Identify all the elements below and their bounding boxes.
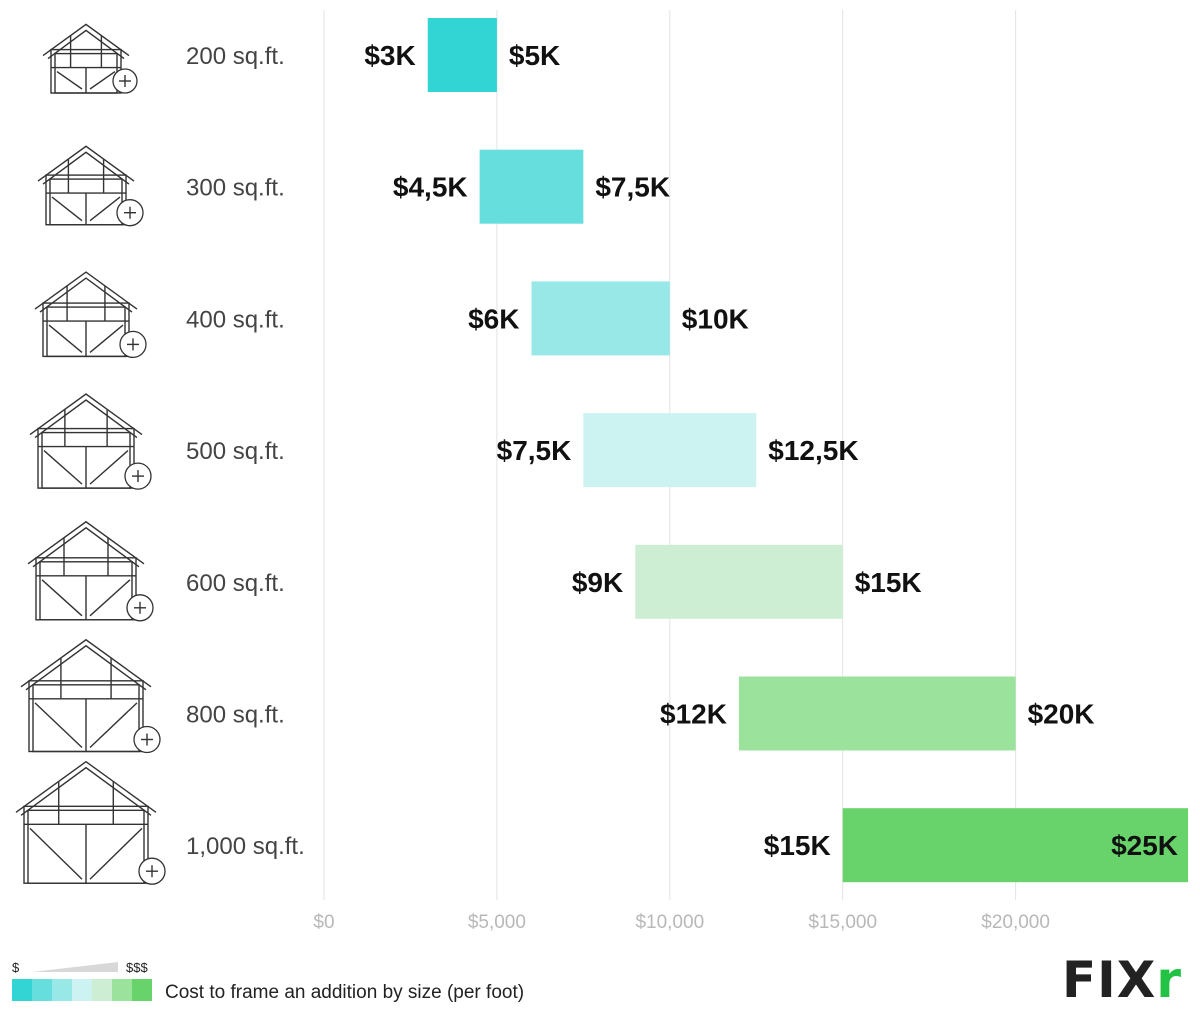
- roof-line-inner: [39, 277, 133, 313]
- roof-line-inner: [34, 399, 138, 439]
- roof-line: [15, 760, 157, 813]
- brace: [43, 450, 83, 485]
- brace: [89, 196, 121, 222]
- roof-line: [34, 271, 138, 310]
- brace: [56, 71, 83, 90]
- brace: [29, 827, 83, 880]
- brace: [34, 702, 83, 749]
- house-frame-addition-icon: [27, 520, 154, 622]
- brace: [89, 579, 131, 617]
- brace: [89, 450, 129, 485]
- x-tick-label: $0: [313, 912, 334, 933]
- legend-swatch: [72, 979, 92, 1001]
- row-label: 800 sq.ft.: [186, 702, 285, 729]
- roof-line: [20, 638, 152, 688]
- legend-swatch: [32, 979, 52, 1001]
- high-value-label: $12,5K: [768, 435, 858, 466]
- roof-line: [42, 23, 130, 57]
- low-value-label: $9K: [572, 567, 623, 598]
- brace: [89, 71, 116, 90]
- range-bar: [479, 149, 584, 224]
- legend-swatch: [112, 979, 132, 1001]
- row-label: 400 sq.ft.: [186, 306, 285, 333]
- low-value-label: $4,5K: [393, 172, 468, 203]
- house-frame-addition-icon: [15, 760, 166, 885]
- high-value-label: $20K: [1028, 699, 1095, 730]
- high-value-label: $5K: [509, 40, 560, 71]
- row-label: 200 sq.ft.: [186, 43, 285, 70]
- brace: [51, 196, 83, 222]
- house-frame-addition-icon: [20, 638, 161, 754]
- high-value-label: $10K: [682, 303, 749, 334]
- range-bar: [531, 281, 670, 356]
- brace: [41, 579, 83, 617]
- legend-low-symbol: $: [12, 960, 20, 975]
- roof-line-inner: [20, 766, 152, 816]
- legend-high-symbol: $$$: [126, 960, 148, 975]
- roof-line-inner: [42, 151, 130, 185]
- legend-swatch: [132, 979, 152, 1001]
- low-value-label: $3K: [364, 40, 415, 71]
- roof-line: [27, 520, 145, 565]
- roof-line-inner: [25, 644, 147, 691]
- roof-line: [29, 393, 143, 436]
- x-tick-label: $10,000: [635, 912, 704, 933]
- high-value-label: $7,5K: [595, 172, 670, 203]
- x-tick-label: $5,000: [468, 912, 526, 933]
- house-frame-addition-icon: [37, 145, 144, 227]
- brace: [89, 702, 138, 749]
- range-bar: [583, 413, 757, 488]
- brace: [89, 324, 124, 353]
- high-value-label: $25K: [1111, 830, 1178, 861]
- high-value-label: $15K: [855, 567, 922, 598]
- brace: [48, 324, 83, 353]
- low-value-label: $15K: [764, 830, 831, 861]
- chart-caption: Cost to frame an addition by size (per f…: [165, 982, 525, 1003]
- row-label: 600 sq.ft.: [186, 570, 285, 597]
- range-bar: [427, 18, 497, 92]
- row-label: 300 sq.ft.: [186, 175, 285, 202]
- fixr-logo: FIXr: [1062, 951, 1182, 1009]
- house-frame-addition-icon: [42, 23, 138, 94]
- range-bar: [635, 544, 843, 619]
- range-bar: [842, 808, 1188, 883]
- low-value-label: $6K: [468, 303, 519, 334]
- roof-line: [37, 145, 135, 182]
- low-value-label: $7,5K: [497, 435, 572, 466]
- brace: [89, 827, 143, 880]
- house-frame-addition-icon: [34, 271, 147, 359]
- row-label: 500 sq.ft.: [186, 438, 285, 465]
- range-bar: [738, 676, 1016, 751]
- legend-swatch: [12, 979, 32, 1001]
- x-tick-label: $20,000: [981, 912, 1050, 933]
- x-tick-label: $15,000: [808, 912, 877, 933]
- legend-ramp: [32, 962, 118, 972]
- row-label: 1,000 sq.ft.: [186, 833, 305, 860]
- house-frame-addition-icon: [29, 393, 152, 490]
- roof-line-inner: [32, 526, 140, 568]
- low-value-label: $12K: [660, 699, 727, 730]
- legend-swatch: [52, 979, 72, 1001]
- legend-swatch: [92, 979, 112, 1001]
- roof-line-inner: [47, 29, 125, 60]
